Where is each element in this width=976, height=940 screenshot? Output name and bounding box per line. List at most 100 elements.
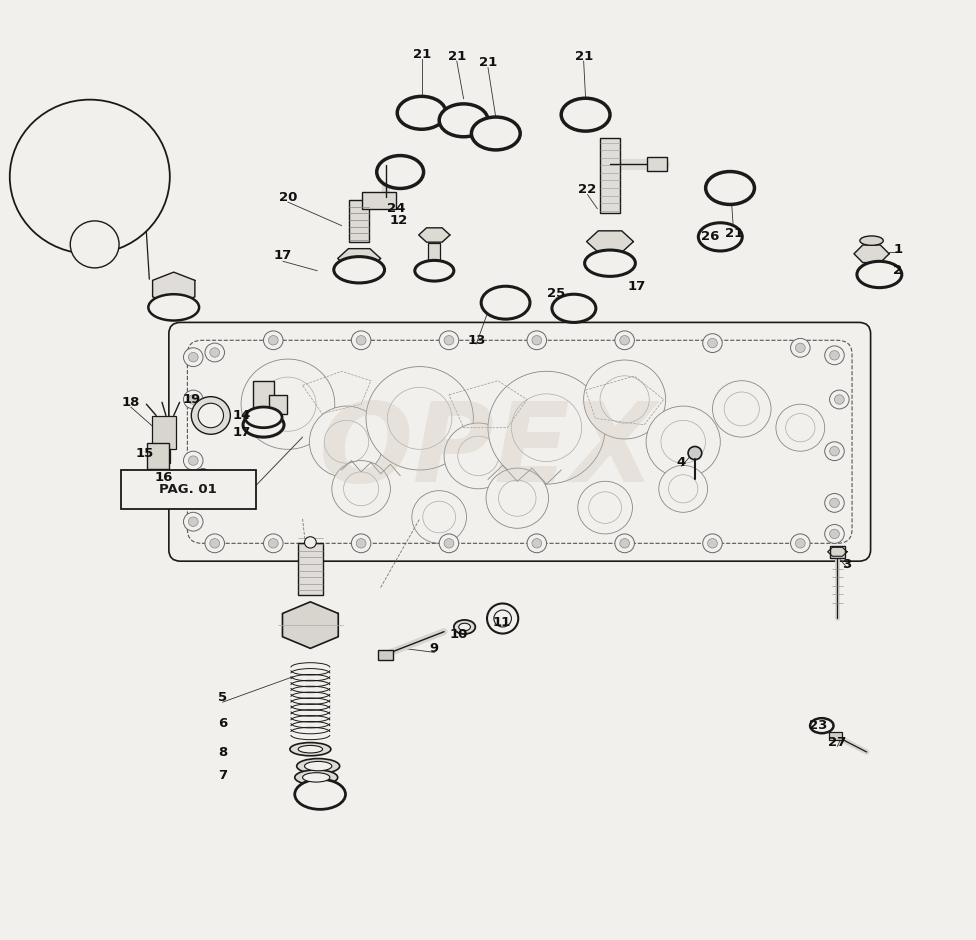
- Circle shape: [444, 423, 512, 489]
- Ellipse shape: [860, 236, 883, 245]
- Ellipse shape: [561, 99, 610, 132]
- Circle shape: [620, 539, 630, 548]
- Circle shape: [268, 539, 278, 548]
- Circle shape: [532, 539, 542, 548]
- Polygon shape: [282, 602, 339, 649]
- Ellipse shape: [415, 260, 454, 281]
- Ellipse shape: [454, 620, 475, 634]
- Circle shape: [646, 406, 720, 478]
- Text: 25: 25: [548, 287, 565, 300]
- Circle shape: [584, 360, 666, 439]
- Bar: [831, 545, 845, 558]
- Text: 13: 13: [468, 334, 485, 347]
- Circle shape: [324, 420, 369, 463]
- Circle shape: [532, 336, 542, 345]
- Polygon shape: [338, 249, 381, 268]
- Circle shape: [344, 472, 379, 506]
- Circle shape: [198, 403, 224, 428]
- Circle shape: [825, 346, 844, 365]
- Circle shape: [825, 494, 844, 512]
- Polygon shape: [828, 547, 847, 556]
- Circle shape: [830, 498, 839, 508]
- Circle shape: [356, 539, 366, 548]
- Ellipse shape: [459, 623, 470, 631]
- Circle shape: [791, 338, 810, 357]
- Ellipse shape: [303, 773, 330, 782]
- Circle shape: [183, 348, 203, 367]
- Circle shape: [600, 376, 649, 423]
- Text: 24: 24: [387, 202, 405, 215]
- Circle shape: [210, 348, 220, 357]
- Circle shape: [830, 390, 849, 409]
- Polygon shape: [419, 227, 450, 243]
- Text: 1: 1: [893, 243, 903, 256]
- Text: 27: 27: [829, 736, 846, 749]
- Ellipse shape: [810, 718, 834, 733]
- Ellipse shape: [377, 156, 424, 189]
- Text: OPEX: OPEX: [319, 398, 657, 505]
- Ellipse shape: [290, 743, 331, 756]
- Bar: [378, 650, 393, 660]
- Text: 21: 21: [413, 48, 430, 61]
- Circle shape: [183, 451, 203, 470]
- FancyBboxPatch shape: [121, 470, 256, 509]
- Bar: [829, 731, 842, 741]
- Text: 11: 11: [493, 616, 510, 629]
- Circle shape: [786, 414, 815, 442]
- Ellipse shape: [439, 103, 488, 137]
- Circle shape: [615, 534, 634, 553]
- Circle shape: [776, 404, 825, 451]
- Circle shape: [488, 371, 605, 484]
- Bar: [253, 381, 274, 409]
- Circle shape: [241, 359, 335, 449]
- Circle shape: [210, 539, 220, 548]
- Circle shape: [423, 501, 456, 533]
- Bar: [600, 138, 620, 213]
- Ellipse shape: [699, 223, 743, 251]
- Circle shape: [659, 465, 708, 512]
- Circle shape: [458, 436, 499, 476]
- Circle shape: [260, 377, 316, 431]
- Polygon shape: [152, 273, 195, 306]
- FancyBboxPatch shape: [169, 322, 871, 561]
- Circle shape: [264, 534, 283, 553]
- Ellipse shape: [297, 759, 340, 774]
- Circle shape: [205, 343, 224, 362]
- Bar: [269, 395, 287, 414]
- Circle shape: [188, 517, 198, 526]
- Circle shape: [830, 446, 839, 456]
- Text: 21: 21: [479, 55, 497, 69]
- Ellipse shape: [397, 96, 446, 130]
- Bar: [361, 192, 396, 209]
- Text: 9: 9: [429, 642, 439, 655]
- Circle shape: [661, 420, 706, 463]
- Circle shape: [356, 336, 366, 345]
- Text: 21: 21: [725, 227, 743, 240]
- Text: 5: 5: [218, 691, 227, 704]
- Circle shape: [268, 336, 278, 345]
- Circle shape: [791, 534, 810, 553]
- Ellipse shape: [585, 250, 635, 276]
- Circle shape: [703, 534, 722, 553]
- Circle shape: [439, 331, 459, 350]
- Circle shape: [795, 343, 805, 352]
- Ellipse shape: [299, 745, 322, 753]
- Circle shape: [188, 456, 198, 465]
- Circle shape: [830, 529, 839, 539]
- Circle shape: [332, 461, 390, 517]
- Text: 23: 23: [809, 719, 827, 732]
- Bar: [428, 243, 440, 260]
- Circle shape: [486, 468, 549, 528]
- Circle shape: [615, 331, 634, 350]
- Circle shape: [669, 475, 698, 503]
- Ellipse shape: [706, 171, 754, 205]
- Circle shape: [712, 381, 771, 437]
- Text: 2: 2: [893, 264, 903, 277]
- Ellipse shape: [334, 257, 385, 283]
- Text: 21: 21: [575, 50, 592, 63]
- Circle shape: [444, 336, 454, 345]
- Text: 10: 10: [450, 628, 468, 641]
- Circle shape: [191, 397, 230, 434]
- Circle shape: [708, 338, 717, 348]
- Text: 6: 6: [218, 717, 227, 730]
